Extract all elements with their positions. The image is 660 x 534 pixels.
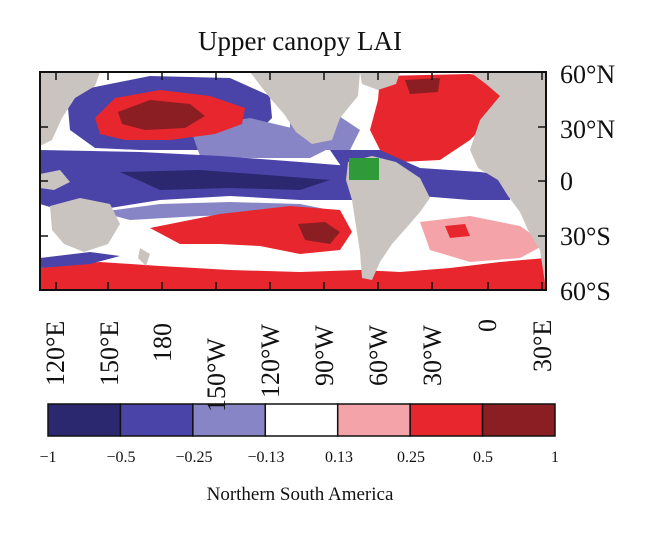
greenland-land xyxy=(360,72,400,90)
land-masses xyxy=(40,72,546,290)
maritime-continent-land xyxy=(40,170,70,190)
colorbar-segment xyxy=(264,403,339,437)
new-zealand-land xyxy=(138,248,150,266)
equatorial-pacific-dark-negative-region xyxy=(120,170,330,190)
south-pacific-positive-region xyxy=(150,206,352,254)
colorbar-segment xyxy=(119,403,194,437)
australia-land xyxy=(50,198,120,252)
lon-label-150w: 150°W xyxy=(202,338,231,412)
colorbar-segment xyxy=(409,403,484,437)
lon-label-180: 180 xyxy=(148,323,177,362)
lat-label-60n: 60°N xyxy=(560,60,616,89)
lon-label-30e: 30°E xyxy=(528,319,557,372)
lon-label-90w: 90°W xyxy=(310,325,339,386)
south-pacific-weak-negative-region xyxy=(100,202,330,220)
colorbar-tick: −1 xyxy=(39,449,57,466)
northern-south-america-box xyxy=(349,158,379,180)
south-pacific-strong-positive-region xyxy=(298,222,340,244)
colorbar-tick: 0.5 xyxy=(473,449,493,466)
colorbar-tick: −0.5 xyxy=(106,449,136,466)
north-atlantic-strong-positive-region xyxy=(405,78,440,94)
north-atlantic-positive-region xyxy=(370,74,520,162)
colorbar-tick: −0.25 xyxy=(175,449,213,466)
lat-label-equator: 0 xyxy=(560,167,573,196)
colorbar-tick: 0.13 xyxy=(325,449,353,466)
lat-label-30s: 30°S xyxy=(560,222,611,251)
map-title: Upper canopy LAI xyxy=(198,26,402,56)
map-tick-marks xyxy=(40,71,546,291)
north-pacific-strong-positive-region xyxy=(118,100,205,130)
colorbar-segment xyxy=(336,403,411,437)
colorbar-tick: 0.25 xyxy=(397,449,425,466)
lat-label-60s: 60°S xyxy=(560,277,611,306)
lon-label-150e: 150°E xyxy=(95,320,124,386)
colorbar-tick: 1 xyxy=(551,449,559,466)
europe-africa-land xyxy=(470,72,546,290)
southern-ocean-positive-region xyxy=(40,258,546,290)
map-field xyxy=(40,72,546,290)
asia-land xyxy=(40,72,100,146)
north-america-land xyxy=(250,72,360,144)
lon-label-120w: 120°W xyxy=(256,324,285,398)
colorbar-segment xyxy=(47,403,122,437)
lon-label-30w: 30°W xyxy=(418,325,447,386)
lon-label-60w: 60°W xyxy=(364,325,393,386)
lon-label-0: 0 xyxy=(473,319,502,332)
colorbar-segment xyxy=(481,403,556,437)
colorbar xyxy=(47,403,556,437)
lon-label-120e: 120°E xyxy=(41,320,70,386)
region-caption: Northern South America xyxy=(206,484,394,505)
lat-label-30n: 30°N xyxy=(560,115,616,144)
southern-ocean-negative-region xyxy=(40,252,120,268)
south-atlantic-positive-spot xyxy=(445,224,470,238)
colorbar-tick: −0.13 xyxy=(247,449,285,466)
south-america-land xyxy=(346,156,430,280)
